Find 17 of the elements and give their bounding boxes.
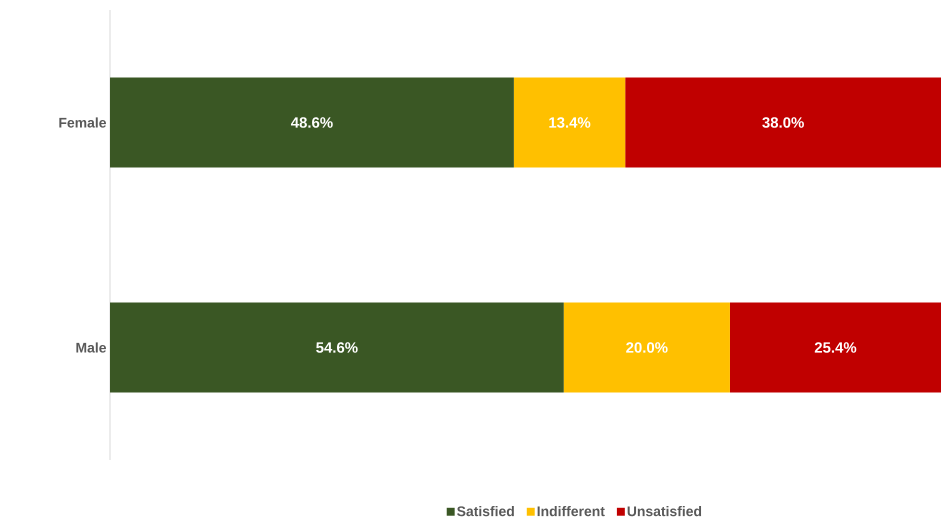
bar (625, 78, 941, 168)
data-label: 25.4% (814, 342, 856, 353)
bar (514, 78, 626, 168)
bar (110, 302, 564, 393)
data-label: 38.0% (762, 117, 804, 128)
legend-label: Indifferent (538, 506, 605, 516)
y-tick-label: Male (76, 342, 106, 353)
bar (730, 302, 941, 393)
y-tick-label: Female (59, 117, 106, 128)
data-label: 54.6% (316, 342, 358, 353)
data-label: 48.6% (290, 117, 333, 128)
legend-label: Unsatisfied (628, 506, 702, 516)
data-label: 13.4% (549, 117, 590, 128)
data-label: 20.0% (626, 342, 668, 353)
bar (110, 78, 514, 168)
bar (564, 302, 730, 393)
legend-label: Satisfied (457, 506, 514, 516)
